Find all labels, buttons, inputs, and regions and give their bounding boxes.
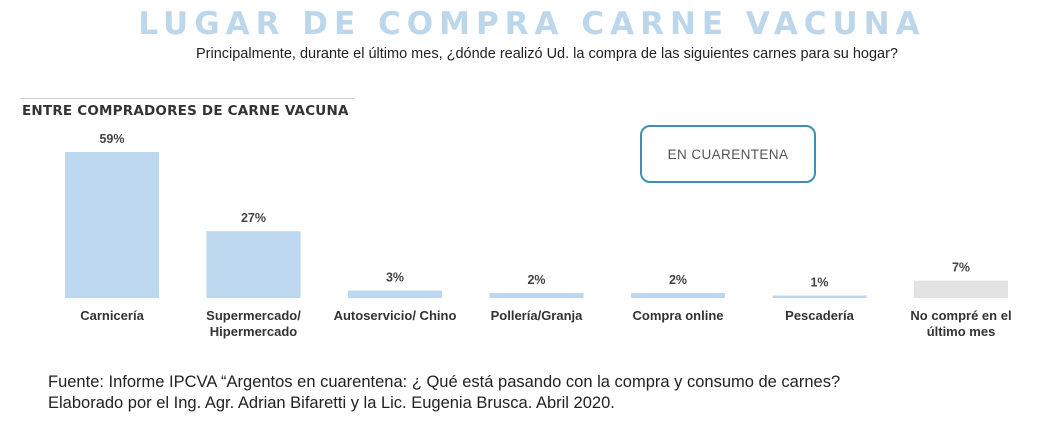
bar-1 xyxy=(65,152,159,298)
bar-4 xyxy=(489,293,584,298)
category-label-7-line-2: último mes xyxy=(927,324,996,339)
data-label-5: 2% xyxy=(669,273,687,287)
category-label-3: Autoservicio/ Chino xyxy=(334,308,457,323)
data-label-7: 7% xyxy=(952,261,970,275)
quarantine-badge-label: EN CUARENTENA xyxy=(667,146,789,162)
bar-6 xyxy=(772,295,867,298)
chart-title: LUGAR DE COMPRA CARNE VACUNA xyxy=(138,6,926,42)
bar-5 xyxy=(631,293,725,298)
quarantine-badge: EN CUARENTENA xyxy=(640,125,816,183)
category-label-6: Pescadería xyxy=(785,308,854,323)
source-note: Fuente: Informe IPCVA “Argentos en cuare… xyxy=(48,372,840,414)
data-label-4: 2% xyxy=(527,273,545,287)
chart-subtitle: Principalmente, durante el último mes, ¿… xyxy=(195,46,898,62)
data-label-2: 27% xyxy=(241,211,266,225)
category-label-7-line-1: No compré en el xyxy=(910,308,1011,323)
bar-2 xyxy=(206,231,301,298)
data-label-1: 59% xyxy=(99,132,124,146)
source-line-1: Fuente: Informe IPCVA “Argentos en cuare… xyxy=(48,373,841,391)
segment-divider xyxy=(20,98,354,99)
data-label-6: 1% xyxy=(810,276,828,290)
source-line-2: Elaborado por el Ing. Agr. Adrian Bifare… xyxy=(48,394,615,412)
segment-label: ENTRE COMPRADORES DE CARNE VACUNA xyxy=(22,103,349,119)
category-label-1: Carnicería xyxy=(80,308,144,323)
bar-7 xyxy=(914,280,1008,298)
category-label-2-line-1: Supermercado/ xyxy=(206,308,301,323)
bar-chart: 59% Carnicería 27% Supermercado/Hipermercad… xyxy=(65,132,1012,339)
data-label-3: 3% xyxy=(386,271,404,285)
category-label-2-line-2: Hipermercado xyxy=(210,324,297,339)
category-label-5: Compra online xyxy=(632,308,723,323)
category-label-4: Pollería/Granja xyxy=(491,308,584,323)
bar-3 xyxy=(348,290,442,298)
